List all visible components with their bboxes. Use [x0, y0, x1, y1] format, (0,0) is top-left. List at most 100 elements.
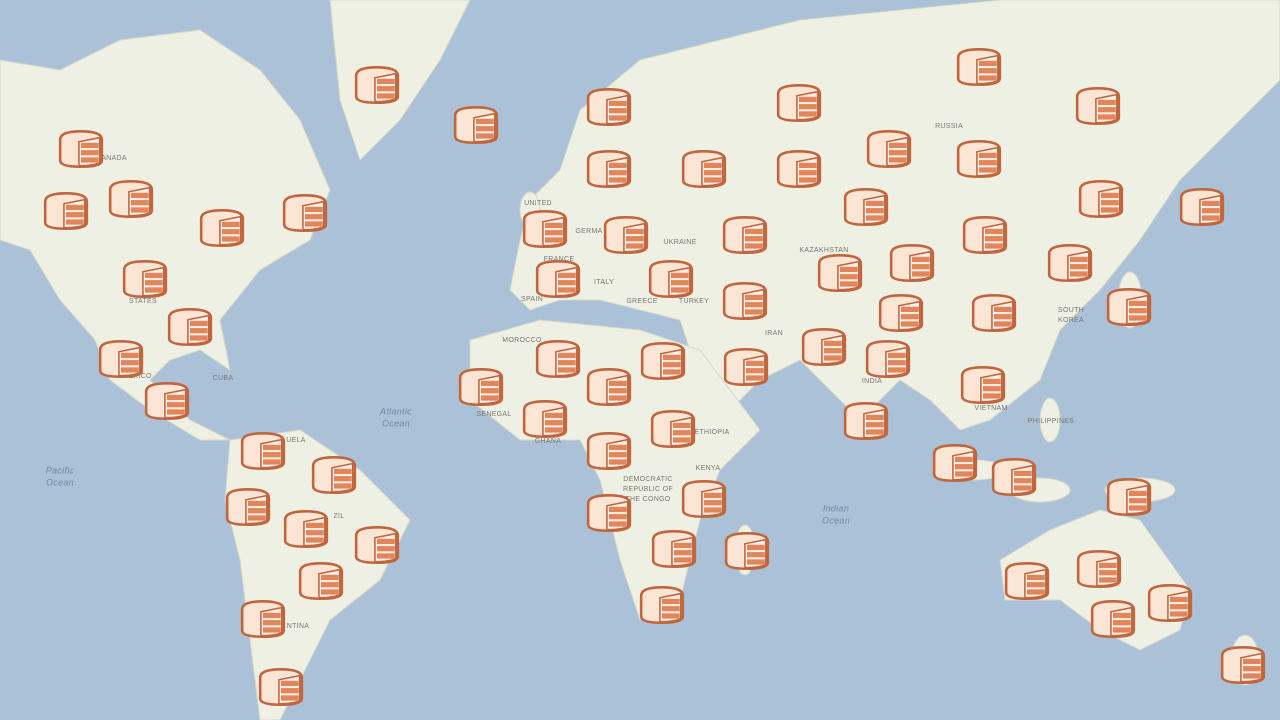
place-label: KAZAKHSTAN	[799, 247, 848, 254]
cake-marker[interactable]	[1106, 478, 1152, 517]
place-label: Atlantic	[379, 406, 412, 416]
cake-marker[interactable]	[878, 294, 924, 333]
cake-marker[interactable]	[458, 368, 504, 407]
cake-marker[interactable]	[991, 458, 1037, 497]
cake-marker[interactable]	[311, 456, 357, 495]
cake-marker[interactable]	[1075, 87, 1121, 126]
cake-marker[interactable]	[283, 510, 329, 549]
place-label: GHANA	[535, 438, 561, 445]
cake-marker[interactable]	[971, 294, 1017, 333]
place-label: SENEGAL	[476, 411, 511, 418]
cake-marker[interactable]	[722, 216, 768, 255]
cake-marker[interactable]	[1220, 646, 1266, 685]
place-label: Ocean	[382, 418, 410, 428]
cake-marker[interactable]	[956, 48, 1002, 87]
cake-marker[interactable]	[98, 340, 144, 379]
cake-marker[interactable]	[108, 180, 154, 219]
cake-marker[interactable]	[639, 586, 685, 625]
cake-marker[interactable]	[586, 494, 632, 533]
cake-marker[interactable]	[651, 530, 697, 569]
cake-marker[interactable]	[843, 188, 889, 227]
cake-marker[interactable]	[889, 244, 935, 283]
place-label: TURKEY	[679, 298, 709, 305]
place-label: Indian	[823, 503, 849, 513]
cake-marker[interactable]	[282, 194, 328, 233]
cake-marker[interactable]	[1106, 288, 1152, 327]
place-label: ETHIOPIA	[694, 429, 729, 436]
cake-marker[interactable]	[535, 340, 581, 379]
cake-marker[interactable]	[354, 66, 400, 105]
cake-marker[interactable]	[586, 88, 632, 127]
cake-marker[interactable]	[640, 342, 686, 381]
place-label: STATES	[129, 298, 157, 305]
cake-marker[interactable]	[956, 140, 1002, 179]
cake-marker[interactable]	[122, 260, 168, 299]
cake-marker[interactable]	[603, 216, 649, 255]
cake-marker[interactable]	[817, 254, 863, 293]
cake-marker[interactable]	[960, 366, 1006, 405]
cake-marker[interactable]	[801, 328, 847, 367]
cake-marker[interactable]	[1078, 180, 1124, 219]
cake-marker[interactable]	[453, 106, 499, 145]
cake-marker[interactable]	[167, 308, 213, 347]
cake-marker[interactable]	[776, 84, 822, 123]
cake-marker[interactable]	[1004, 562, 1050, 601]
cake-marker[interactable]	[586, 150, 632, 189]
place-label: THE CONGO	[625, 496, 670, 503]
cake-marker[interactable]	[298, 562, 344, 601]
cake-marker[interactable]	[43, 192, 89, 231]
cake-marker[interactable]	[962, 216, 1008, 255]
cake-marker[interactable]	[723, 348, 769, 387]
place-label: ITALY	[594, 279, 614, 286]
place-label: GERMA	[575, 228, 602, 235]
cake-marker[interactable]	[258, 668, 304, 707]
cake-marker[interactable]	[240, 600, 286, 639]
cake-marker[interactable]	[522, 210, 568, 249]
place-label: Pacific	[46, 465, 75, 475]
cake-marker[interactable]	[1179, 188, 1225, 227]
cake-marker[interactable]	[354, 526, 400, 565]
place-label: Ocean	[822, 515, 850, 525]
place-label: GREECE	[626, 298, 657, 305]
cake-marker[interactable]	[843, 402, 889, 441]
cake-marker[interactable]	[724, 532, 770, 571]
place-label: FRANCE	[544, 256, 575, 263]
place-label: ANADA	[101, 155, 127, 162]
cake-marker[interactable]	[240, 432, 286, 471]
place-label: IRAN	[765, 330, 783, 337]
place-label: MOROCCO	[502, 337, 542, 344]
place-label: RUSSIA	[935, 123, 963, 130]
cake-marker[interactable]	[866, 130, 912, 169]
cake-marker[interactable]	[648, 260, 694, 299]
place-label: VIETNAM	[974, 405, 1007, 412]
cake-marker[interactable]	[535, 260, 581, 299]
cake-marker[interactable]	[522, 400, 568, 439]
cake-marker[interactable]	[650, 410, 696, 449]
cake-marker[interactable]	[58, 130, 104, 169]
cake-marker[interactable]	[865, 340, 911, 379]
place-label: CUBA	[213, 375, 234, 382]
place-label: ZIL	[333, 513, 344, 520]
cake-marker[interactable]	[932, 444, 978, 483]
cake-marker[interactable]	[681, 150, 727, 189]
place-label: UKRAINE	[663, 239, 696, 246]
place-label: UNITED	[524, 200, 552, 207]
cake-marker[interactable]	[1047, 244, 1093, 283]
cake-marker[interactable]	[199, 209, 245, 248]
cake-marker[interactable]	[776, 150, 822, 189]
place-label: SOUTH	[1058, 307, 1084, 314]
cake-marker[interactable]	[1076, 550, 1122, 589]
cake-marker[interactable]	[1090, 600, 1136, 639]
cake-marker[interactable]	[681, 480, 727, 519]
place-label: KENYA	[696, 465, 721, 472]
cake-marker[interactable]	[225, 488, 271, 527]
cake-marker[interactable]	[1147, 584, 1193, 623]
place-label: DEMOCRATIC	[623, 476, 673, 483]
place-label: Ocean	[46, 477, 74, 487]
cake-marker[interactable]	[586, 368, 632, 407]
cake-marker[interactable]	[144, 382, 190, 421]
cake-marker[interactable]	[722, 282, 768, 321]
place-label: INDIA	[862, 378, 882, 385]
cake-marker[interactable]	[586, 432, 632, 471]
